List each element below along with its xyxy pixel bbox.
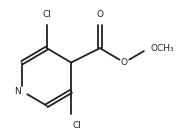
Text: OCH₃: OCH₃ bbox=[150, 44, 174, 53]
Text: O: O bbox=[121, 58, 128, 67]
Text: Cl: Cl bbox=[72, 121, 82, 131]
Text: Cl: Cl bbox=[42, 10, 51, 19]
Text: N: N bbox=[14, 87, 21, 96]
Text: O: O bbox=[96, 10, 103, 19]
